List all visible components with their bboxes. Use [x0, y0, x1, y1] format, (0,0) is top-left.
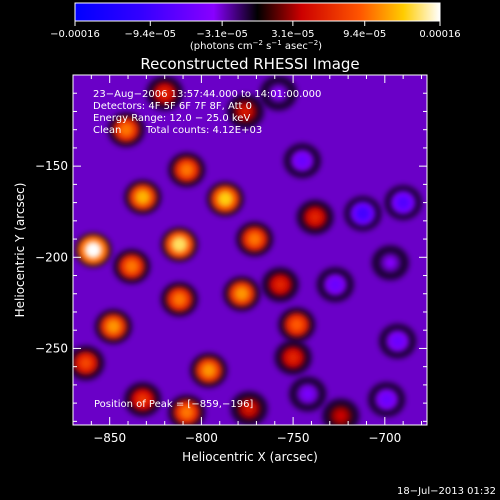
source-core: [239, 105, 252, 118]
source-core: [172, 292, 187, 307]
chart-title: Reconstructed RHESSI Image: [140, 55, 359, 73]
source-core: [242, 402, 256, 415]
source-core: [79, 356, 93, 370]
colorbar-tick-label: −9.4e−05: [125, 29, 177, 40]
source-core: [286, 351, 300, 364]
source-core: [201, 362, 217, 378]
colorbar-unit-label: (photons cm−2 s−1 asec−2): [190, 39, 322, 52]
annotation-energy: Energy Range: 12.0 − 25.0 keV: [93, 113, 250, 124]
source-core: [334, 410, 347, 422]
source-core: [328, 278, 342, 291]
source-core: [272, 87, 285, 100]
source-core: [355, 206, 370, 221]
x-tick-label: −750: [277, 431, 310, 445]
x-tick-label: −700: [368, 431, 401, 445]
source-core: [84, 241, 102, 259]
annotation-time: 23−Aug−2006 13:57:44.000 to 14:01:00.000: [93, 89, 321, 100]
annotation-clean: Clean: [93, 125, 121, 136]
colorbar-tick-label: 9.4e−05: [343, 29, 386, 40]
source-core: [396, 195, 410, 210]
source-core: [380, 393, 393, 406]
source-core: [179, 405, 194, 420]
y-tick-label: −150: [35, 159, 68, 173]
source-core: [234, 286, 250, 302]
axis-ticks: −850 −800 −750 −700 −250 −200 −150: [35, 74, 427, 445]
colorbar-tick-label: −0.00016: [50, 29, 100, 40]
source-core: [247, 231, 262, 247]
source-core: [105, 319, 121, 335]
source-core: [391, 334, 404, 348]
annotation-peak: Position of Peak = [−859,−196]: [94, 399, 253, 410]
y-tick-label: −250: [35, 341, 68, 355]
colorbar-ticks: −0.00016 −9.4e−05 −3.1e−05 3.1e−05 9.4e−05 0.…: [50, 21, 461, 40]
x-axis-label: Heliocentric X (arcsec): [182, 450, 318, 464]
source-core: [124, 259, 139, 274]
source-core: [135, 189, 151, 205]
source-core: [217, 191, 234, 207]
source-core: [273, 278, 287, 291]
source-core: [289, 317, 304, 332]
source-core: [308, 210, 322, 224]
y-tick-label: −200: [35, 250, 68, 264]
source-core: [179, 162, 194, 178]
plot-frame: [72, 74, 428, 426]
x-tick-label: −800: [185, 431, 218, 445]
footer-timestamp: 18−Jul−2013 01:32: [397, 486, 496, 497]
colorbar-tick-label: 3.1e−05: [271, 29, 314, 40]
annotation-counts: Total counts: 4.12E+03: [145, 125, 262, 136]
image-sources: [73, 75, 422, 425]
x-tick-label: −850: [93, 431, 126, 445]
source-core: [158, 86, 172, 100]
source-core: [384, 256, 397, 269]
annotation-detectors: Detectors: 4F 5F 6F 7F 8F, Att 0: [93, 101, 252, 112]
source-core: [295, 154, 309, 167]
source-core: [118, 122, 134, 137]
y-axis-label: Heliocentric Y (arcsec): [13, 183, 27, 318]
colorbar: [74, 2, 441, 22]
source-core: [301, 387, 314, 401]
colorbar-tick-label: 0.00016: [419, 29, 460, 40]
source-core: [171, 236, 188, 253]
colorbar-tick-label: −3.1e−05: [196, 29, 248, 40]
source-core: [136, 392, 150, 407]
